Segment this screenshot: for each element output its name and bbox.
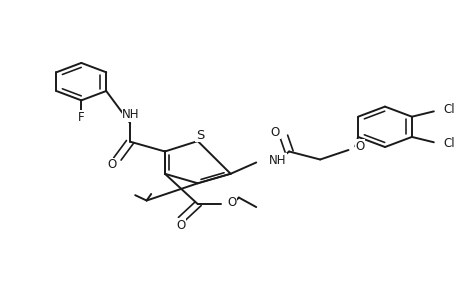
Text: Cl: Cl [443,137,454,150]
Text: Cl: Cl [443,103,454,116]
Text: NH: NH [269,154,286,166]
Text: O: O [107,158,116,171]
Text: F: F [78,110,84,124]
Text: O: O [270,126,280,139]
Text: O: O [227,196,236,209]
Text: NH: NH [122,108,140,122]
Text: O: O [354,140,364,153]
Text: O: O [176,219,185,232]
Text: S: S [196,129,204,142]
